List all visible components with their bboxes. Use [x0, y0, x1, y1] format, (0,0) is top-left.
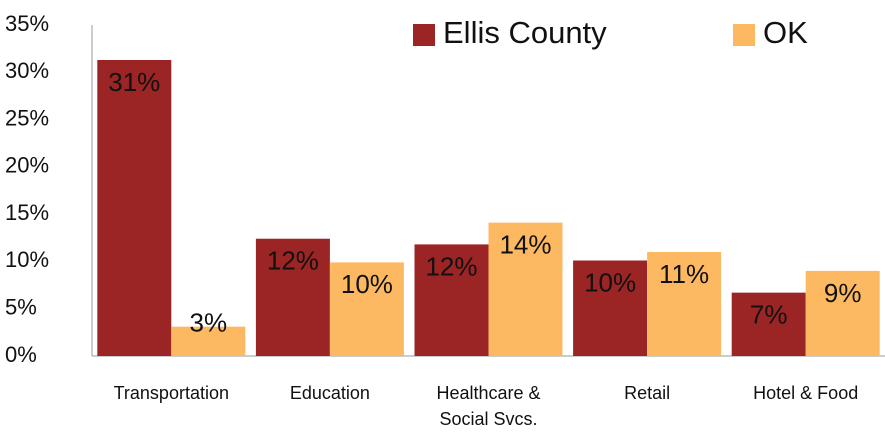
x-tick-label: Retail [624, 383, 671, 403]
data-label: 7% [750, 300, 788, 330]
bar [731, 292, 806, 356]
legend-swatch [413, 24, 435, 46]
x-tick-label: Hotel & Food [753, 383, 859, 403]
legend-label: Ellis County [443, 15, 607, 50]
bar [255, 238, 330, 356]
y-tick-label: 35% [5, 11, 49, 36]
y-tick-label: 15% [5, 200, 49, 225]
data-label: 9% [824, 278, 862, 308]
y-tick-label: 5% [5, 295, 37, 320]
x-tick-label: Education [289, 383, 370, 403]
y-tick-label: 20% [5, 153, 49, 178]
bar [414, 244, 489, 356]
y-tick-label: 10% [5, 247, 49, 272]
data-label: 12% [267, 246, 319, 276]
data-label: 10% [584, 267, 636, 297]
bar [573, 260, 648, 356]
data-label: 12% [425, 251, 477, 281]
y-tick-label: 25% [5, 105, 49, 130]
x-tick-label: Healthcare & Social Svcs. [436, 383, 541, 429]
data-label: 31% [108, 67, 160, 97]
legend-label: OK [763, 15, 808, 50]
bar [805, 270, 880, 356]
data-label: 14% [499, 230, 551, 260]
data-label: 10% [341, 269, 393, 299]
bar [171, 326, 246, 356]
y-tick-label: 0% [5, 342, 37, 367]
bar [97, 59, 172, 357]
data-label: 11% [659, 259, 709, 289]
bar [647, 251, 722, 356]
x-tick-label: Transportation [113, 383, 229, 403]
data-label: 3% [190, 308, 228, 338]
legend-swatch [733, 24, 755, 46]
y-tick-label: 30% [5, 58, 49, 83]
bar [329, 262, 404, 356]
bar [488, 222, 563, 356]
